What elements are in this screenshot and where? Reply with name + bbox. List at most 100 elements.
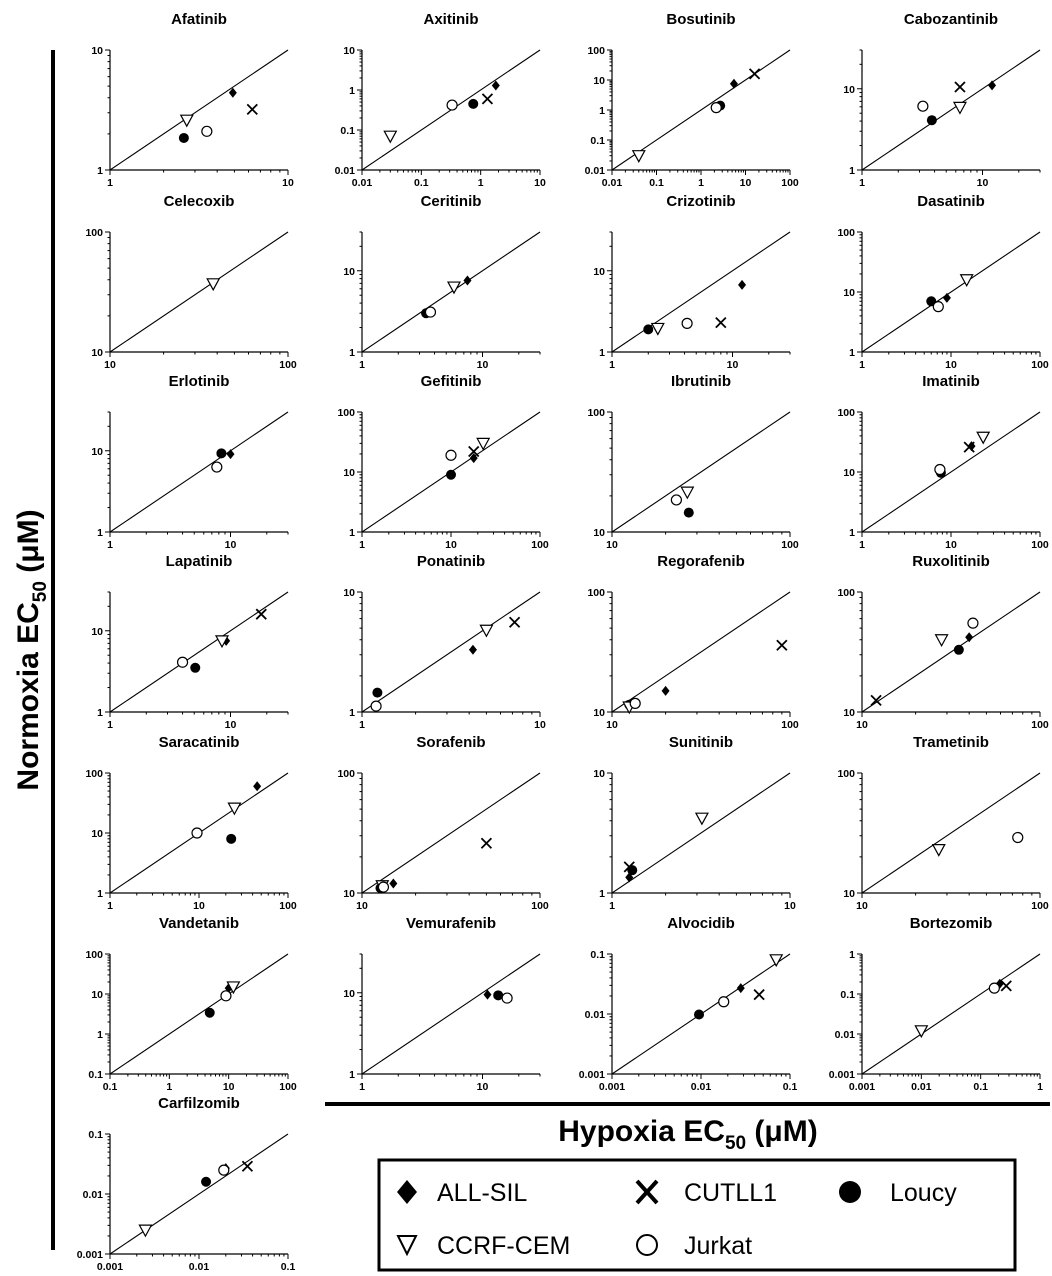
data-point-ccrf-cem xyxy=(226,981,241,995)
y-tick-label: 100 xyxy=(587,45,605,57)
panels-layer: Afatinib 1 10 1 10 Axitinib 0.01 0.1 1 10 0.01 0.1 1… xyxy=(77,11,1049,1273)
identity-line xyxy=(861,953,1041,1075)
scatter-panel-ponatinib: Ponatinib 1 10 1 10 xyxy=(343,553,546,731)
data-point-loucy xyxy=(468,98,479,109)
x-tick-label: 100 xyxy=(1031,359,1049,371)
scatter-panel-imatinib: Imatinib 1 10 100 1 10 100 xyxy=(837,373,1048,551)
data-point-ccrf-cem xyxy=(479,624,494,638)
legend-box xyxy=(377,1158,1017,1272)
y-tick-label: 10 xyxy=(843,707,855,719)
data-point-cutll1 xyxy=(870,694,882,707)
identity-line xyxy=(861,411,1041,533)
scatter-panel-saracatinib: Saracatinib 1 10 100 1 10 100 xyxy=(85,734,296,912)
x-tick-label: 100 xyxy=(1031,900,1049,912)
data-point-jurkat xyxy=(988,982,1000,994)
data-point-cutll1 xyxy=(468,445,480,458)
x-tick-label: 0.1 xyxy=(414,177,429,189)
y-tick-label: 10 xyxy=(91,828,103,840)
y-tick-label: 10 xyxy=(593,707,605,719)
y-tick-label: 10 xyxy=(91,446,103,458)
y-tick-label: 10 xyxy=(343,988,355,1000)
y-tick-label: 10 xyxy=(843,467,855,479)
x-tick-label: 10 xyxy=(534,177,546,189)
panel-title: Ruxolitinib xyxy=(912,553,990,570)
scatter-panel-ruxolitinib: Ruxolitinib 10 100 10 100 xyxy=(837,553,1048,731)
data-point-ccrf-cem xyxy=(476,437,491,451)
y-tick-label: 100 xyxy=(85,768,103,780)
y-tick-label: 1 xyxy=(849,949,855,961)
y-tick-label: 100 xyxy=(587,407,605,419)
y-tick-label: 0.01 xyxy=(835,1029,856,1041)
panel-title: Imatinib xyxy=(922,373,980,390)
y-tick-label: 100 xyxy=(837,768,855,780)
legend-label: CUTLL1 xyxy=(684,1179,777,1207)
data-point-cutll1 xyxy=(508,616,521,628)
scatter-panel-regorafenib: Regorafenib 10 100 10 100 xyxy=(587,553,798,731)
identity-line xyxy=(611,411,791,533)
data-point-all-sil xyxy=(463,275,472,286)
x-tick-label: 10 xyxy=(356,900,368,912)
y-tick-label: 0.1 xyxy=(590,949,605,961)
x-tick-label: 10 xyxy=(977,177,989,189)
data-point-jurkat xyxy=(1012,831,1024,844)
x-axis-title: Hypoxia EC50 (μM) xyxy=(558,1115,818,1154)
y-tick-label: 100 xyxy=(837,407,855,419)
scatter-panel-crizotinib: Crizotinib 1 10 1 10 xyxy=(593,193,791,371)
data-point-jurkat xyxy=(211,461,223,473)
legend-item-loucy: Loucy xyxy=(839,1179,957,1207)
x-tick-label: 10 xyxy=(945,539,957,551)
y-tick-label: 1 xyxy=(349,347,355,359)
data-point-jurkat xyxy=(446,99,458,111)
x-tick-label: 0.1 xyxy=(649,177,664,189)
data-point-ccrf-cem xyxy=(680,486,695,500)
legend-marker-open-triangle xyxy=(396,1235,418,1257)
x-tick-label: 100 xyxy=(1031,719,1049,731)
data-point-all-sil xyxy=(729,78,738,89)
y-tick-label: 1 xyxy=(97,707,103,719)
scatter-panel-gefitinib: Gefitinib 1 10 100 1 10 100 xyxy=(337,373,548,551)
y-tick-label: 10 xyxy=(593,266,605,278)
x-tick-label: 0.1 xyxy=(103,1081,118,1093)
y-tick-label: 10 xyxy=(91,347,103,359)
panel-title: Ponatinib xyxy=(417,553,485,570)
data-point-cutll1 xyxy=(753,989,765,1001)
y-axis-title: Normoxia EC50 (μM) xyxy=(12,509,51,790)
data-point-jurkat xyxy=(501,992,513,1004)
data-point-all-sil xyxy=(483,989,492,1000)
y-tick-label: 100 xyxy=(85,949,103,961)
y-tick-label: 0.001 xyxy=(77,1249,103,1261)
legend-item-jurkat: Jurkat xyxy=(636,1232,752,1260)
x-tick-label: 100 xyxy=(531,900,549,912)
data-point-ccrf-cem xyxy=(446,281,462,295)
x-tick-label: 0.1 xyxy=(281,1261,296,1273)
data-point-cutll1 xyxy=(480,837,493,849)
legend-marker-open-circle xyxy=(636,1234,658,1256)
scatter-panel-vandetanib: Vandetanib 0.1 1 10 100 0.1 1 10 100 xyxy=(85,915,296,1093)
y-tick-label: 1 xyxy=(97,1029,103,1041)
data-point-jurkat xyxy=(377,881,390,893)
panel-title: Sunitinib xyxy=(669,734,733,751)
legend-marker-filled-circle xyxy=(839,1181,861,1203)
scatter-panel-vemurafenib: Vemurafenib 1 10 1 10 xyxy=(343,915,541,1093)
data-point-cutll1 xyxy=(963,441,975,453)
data-point-cutll1 xyxy=(246,103,258,116)
data-point-all-sil xyxy=(736,983,745,994)
y-tick-label: 0.1 xyxy=(840,989,855,1001)
data-point-ccrf-cem xyxy=(631,150,646,163)
scatter-panel-sorafenib: Sorafenib 10 100 10 100 xyxy=(337,734,548,912)
x-tick-label: 1 xyxy=(478,177,484,189)
identity-line xyxy=(611,591,791,713)
scatter-panel-carfilzomib: Carfilzomib 0.001 0.01 0.1 0.001 0.01 0.1 xyxy=(77,1095,296,1273)
data-point-all-sil xyxy=(468,644,477,655)
legend-label: Jurkat xyxy=(684,1232,752,1260)
y-tick-label: 10 xyxy=(343,467,355,479)
panel-title: Celecoxib xyxy=(164,193,235,210)
panel-title: Erlotinib xyxy=(169,373,230,390)
data-point-jurkat xyxy=(917,100,929,112)
x-tick-label: 100 xyxy=(531,539,549,551)
y-tick-label: 10 xyxy=(91,45,103,57)
y-tick-label: 0.001 xyxy=(579,1069,605,1081)
scatter-panel-bortezomib: Bortezomib 0.001 0.01 0.1 1 0.001 0.01 0.1 1 xyxy=(829,915,1043,1093)
x-tick-label: 0.1 xyxy=(783,1081,798,1093)
scatter-panel-lapatinib: Lapatinib 1 10 1 10 xyxy=(91,553,289,731)
